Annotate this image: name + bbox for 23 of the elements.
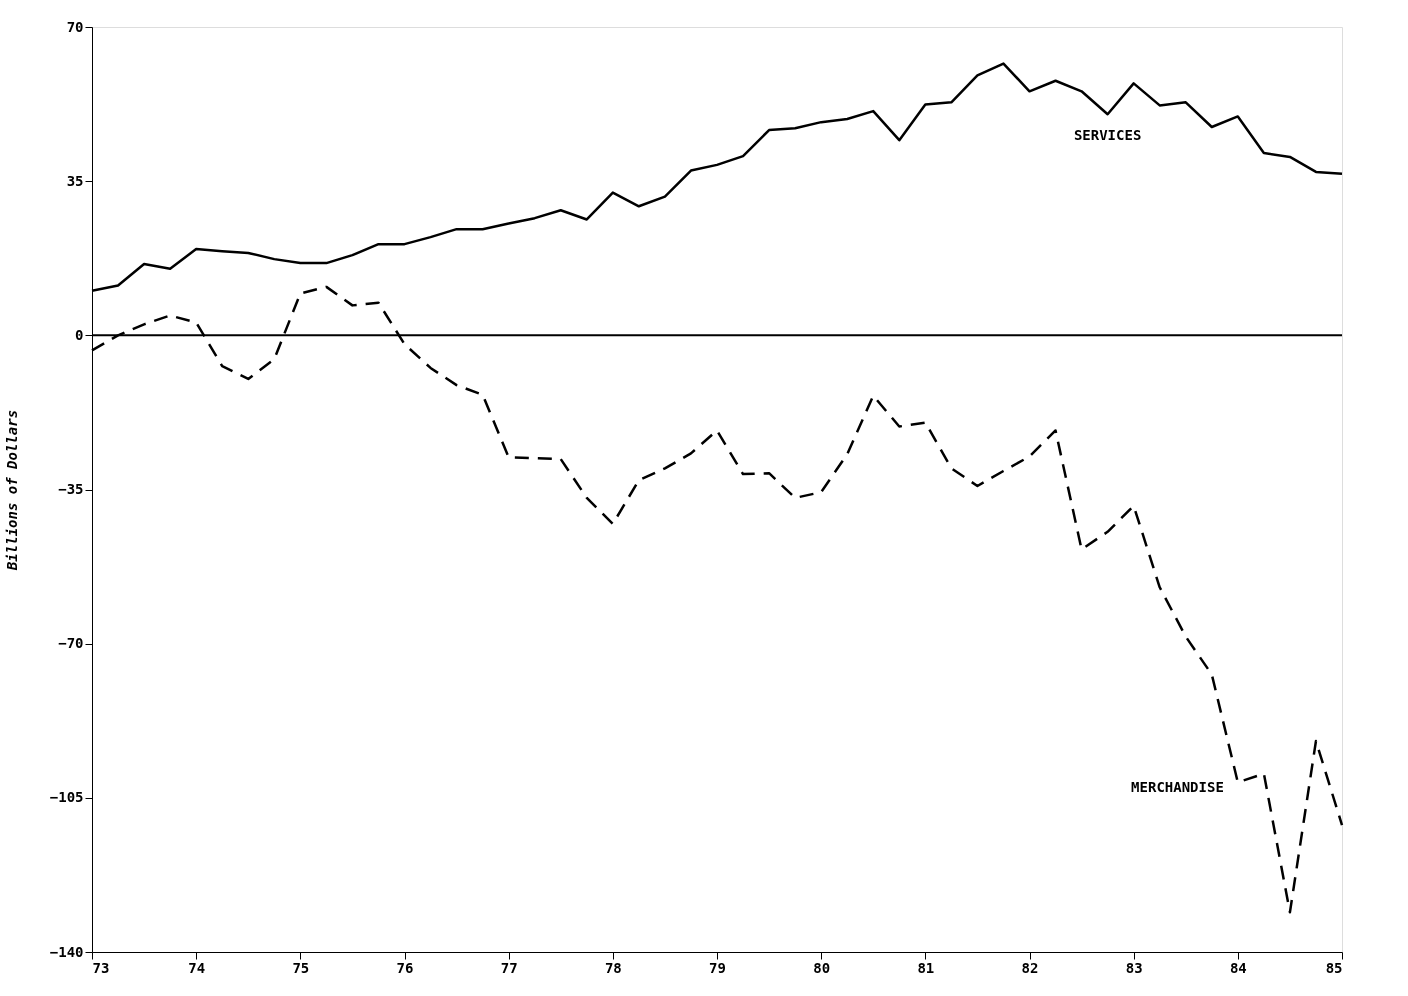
x-tick-label: 75 xyxy=(292,959,310,976)
series-label: SERVICES xyxy=(1073,127,1142,144)
y-tick-label: 70 xyxy=(66,18,84,35)
series-label: MERCHANDISE xyxy=(1131,779,1224,796)
x-tick-label: 82 xyxy=(1021,959,1039,976)
x-tick-label: 84 xyxy=(1229,959,1247,976)
x-tick-label: 76 xyxy=(396,959,414,976)
x-tick-label: 78 xyxy=(604,959,622,976)
y-tick-label: 0 xyxy=(75,326,84,343)
x-tick-label: 79 xyxy=(709,959,726,976)
x-tick-label: 85 xyxy=(1325,959,1343,976)
x-tick-label: 77 xyxy=(500,959,518,976)
x-tick-label: 81 xyxy=(917,959,935,976)
y-tick-label: −35 xyxy=(58,481,84,497)
y-tick-label: −105 xyxy=(49,789,84,806)
y-tick-label: 35 xyxy=(66,172,84,189)
x-tick-label: 83 xyxy=(1125,959,1143,976)
y-axis-title: Billions of Dollars xyxy=(3,409,20,572)
x-tick-label: 80 xyxy=(813,959,831,976)
y-tick-label: −70 xyxy=(58,635,84,652)
y-tick-label: −140 xyxy=(49,943,84,960)
x-tick-label: 74 xyxy=(188,959,206,976)
x-tick-label: 73 xyxy=(92,959,110,976)
